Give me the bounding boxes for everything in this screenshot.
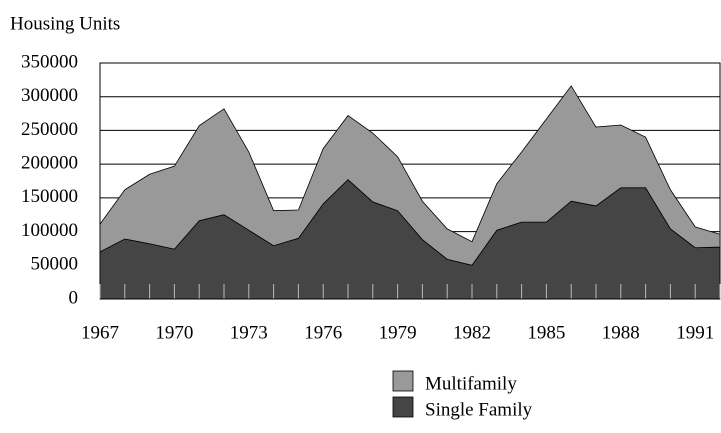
- y-tick-label: 350000: [21, 51, 78, 72]
- y-axis-label: Housing Units: [10, 13, 120, 34]
- y-tick-label: 200000: [21, 153, 78, 174]
- y-tick-label: 50000: [31, 254, 79, 275]
- legend-label: Single Family: [425, 399, 533, 420]
- x-tick-label: 1991: [676, 322, 714, 343]
- legend-swatch: [392, 396, 414, 418]
- x-tick-label: 1976: [304, 322, 342, 343]
- x-tick-label: 1982: [453, 322, 491, 343]
- x-tick-label: 1970: [155, 322, 193, 343]
- y-tick-label: 100000: [21, 220, 78, 241]
- x-tick-label: 1985: [527, 322, 565, 343]
- legend-swatch: [392, 370, 414, 392]
- legend-label: Multifamily: [425, 373, 517, 394]
- y-tick-label: 0: [69, 287, 79, 308]
- x-tick-label: 1988: [602, 322, 640, 343]
- y-tick-label: 300000: [21, 85, 78, 106]
- area: [99, 85, 721, 266]
- y-tick-label: 250000: [21, 119, 78, 140]
- x-tick-label: 1973: [230, 322, 268, 343]
- y-tick-label: 150000: [21, 186, 78, 207]
- x-tick-label: 1979: [379, 322, 417, 343]
- x-tick-label: 1967: [81, 322, 119, 343]
